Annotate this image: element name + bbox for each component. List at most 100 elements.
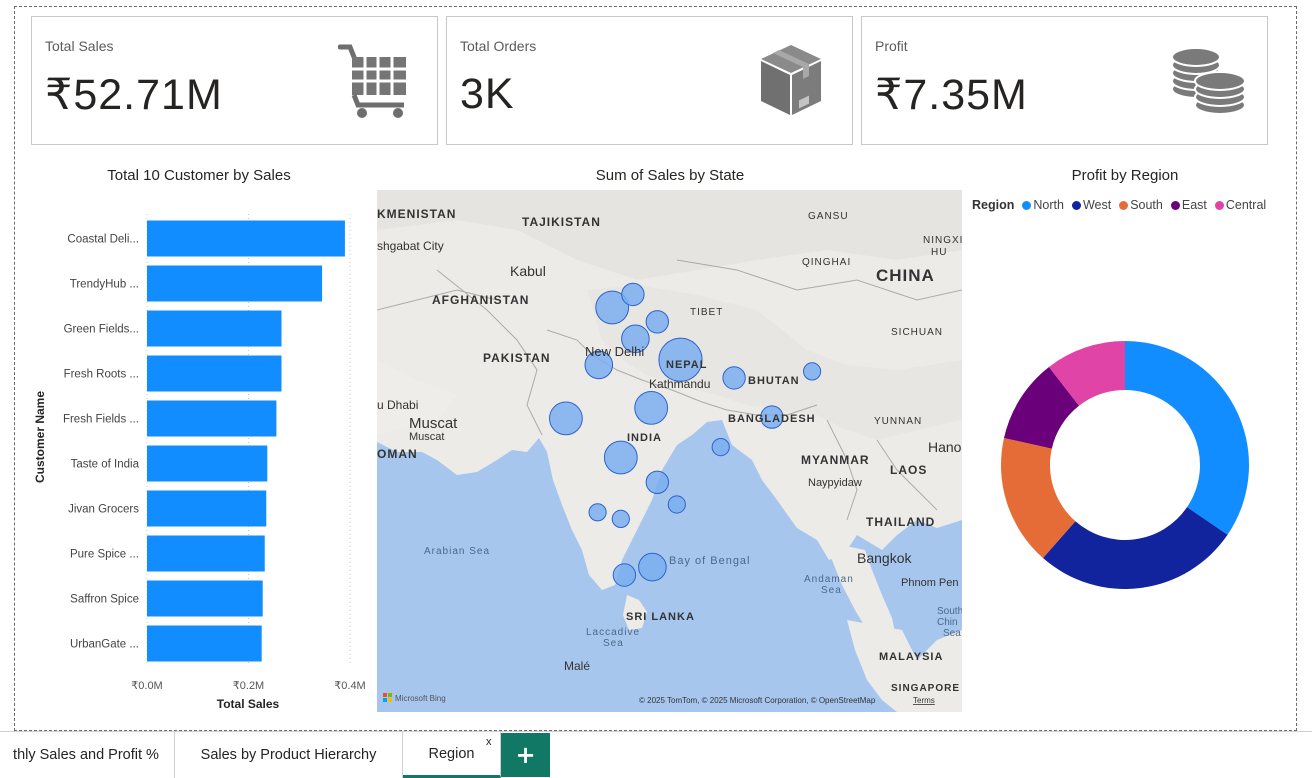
shopping-cart-icon [338,44,406,118]
donut-legend: Region North West South East Central [972,198,1270,212]
bar[interactable] [147,265,323,302]
kpi-label: Profit [875,38,908,54]
map-bubble[interactable] [803,362,822,381]
legend-item-north[interactable]: North [1022,198,1064,212]
add-page-button[interactable]: + [501,733,550,777]
donut-slice-north[interactable] [1125,341,1249,535]
map-bubble[interactable] [584,350,614,380]
map-label: TIBET [690,307,723,318]
map-label: HU [931,247,947,258]
bar[interactable] [147,220,345,257]
map-label: KMENISTAN [377,207,456,221]
map-label: Sea [943,628,961,639]
coins-stack-icon [1171,47,1246,115]
map-label: Hano [928,439,962,455]
bar[interactable] [147,625,262,662]
map-label: AFGHANISTAN [432,293,529,307]
map-label: Naypyidaw [808,477,862,489]
donut-slice-central[interactable] [1048,341,1125,406]
map-bubble[interactable] [711,438,730,457]
map-label: Chin [937,617,958,628]
map-label: TAJIKISTAN [522,215,601,229]
map-label: MALAYSIA [879,651,943,663]
map-label: QINGHAI [802,257,851,268]
map-terms-link[interactable]: Terms [913,696,935,705]
legend-item-west[interactable]: West [1071,198,1111,212]
legend-item-east[interactable]: East [1170,198,1207,212]
bar-category-label: Fresh Fields ... [63,414,139,426]
map-label: THAILAND [866,515,935,529]
map-label: BANGLADESH [728,413,816,425]
map-label: Bangkok [857,550,912,566]
map-bubble[interactable] [595,290,630,325]
report-canvas [14,6,1297,731]
bar[interactable] [147,355,282,392]
map-bubble[interactable] [667,495,686,514]
kpi-label: Total Sales [45,38,114,54]
map-label: MYANMAR [801,453,870,467]
kpi-card-profit[interactable]: Profit ₹7.35M [861,16,1268,145]
sales-map[interactable]: KMENISTAN TAJIKISTAN shgabat City Kabul … [377,190,962,712]
map-label: Arabian Sea [424,546,490,557]
legend-item-south[interactable]: South [1119,198,1163,212]
bar-category-label: Fresh Roots ... [64,369,139,381]
map-label: GANSU [808,211,849,222]
bar-category-label: Saffron Spice [70,594,139,606]
bar-category-label: Taste of India [71,459,140,471]
map-label: LAOS [890,463,927,477]
map-bubble[interactable] [588,503,607,522]
map-bubble[interactable] [549,401,583,436]
kpi-value: 3K [460,70,515,118]
map-bubble[interactable] [634,391,669,425]
map-label: South [937,606,962,617]
map-label: YUNNAN [874,416,922,427]
map-label: u Dhabi [377,398,418,412]
map-bubble[interactable] [658,337,703,382]
kpi-card-total-orders[interactable]: Total Orders 3K [446,16,853,145]
map-label: Kathmandu [649,377,710,391]
donut-slice-west[interactable] [1042,507,1228,589]
kpi-value: ₹52.71M [45,71,223,119]
map-bubble[interactable] [611,509,630,528]
donut-slice-south[interactable] [1001,437,1076,559]
map-label: Muscat [409,431,444,443]
close-tab-icon[interactable]: x [486,736,492,748]
map-bubble[interactable] [603,440,638,475]
legend-item-central[interactable]: Central [1214,198,1266,212]
bar[interactable] [147,490,267,527]
kpi-card-total-sales[interactable]: Total Sales ₹52.71M [31,16,438,145]
bar-category-label: TrendyHub ... [70,279,139,291]
map-label: Sea [603,638,624,649]
bar-category-label: Pure Spice ... [70,549,139,561]
map-bubble[interactable] [612,563,637,587]
map-label: Sea [821,585,842,596]
bar-x-tick-label: ₹0.2M [233,680,264,692]
map-label: Bay of Bengal [669,555,751,567]
bar[interactable] [147,445,268,482]
bar-category-label: UrbanGate ... [70,639,139,651]
donut-chart [1001,341,1249,589]
tab-sales-by-product-hierarchy[interactable]: Sales by Product Hierarchy [175,732,403,778]
donut-title: Profit by Region [1071,167,1179,184]
bar[interactable] [147,535,265,572]
map-bubbles[interactable] [549,282,822,587]
tab-monthly-sales-profit[interactable]: thly Sales and Profit % [0,732,175,778]
map-bubble[interactable] [645,310,669,334]
map-bubble[interactable] [722,366,746,390]
map-bubble[interactable] [621,282,645,307]
map-label: Phnom Pen [901,577,958,589]
bar[interactable] [147,310,282,347]
donut-slice-east[interactable] [1003,367,1080,449]
map-label: BHUTAN [748,375,800,387]
bar-chart-x-axis-label: Total Sales [216,697,280,711]
bar[interactable] [147,580,263,617]
map-label: Muscat [409,415,458,432]
map-label: SICHUAN [891,327,943,338]
kpi-label: Total Orders [460,38,537,54]
map-bubble[interactable] [638,552,667,582]
map-bubble[interactable] [760,405,784,429]
map-bubble[interactable] [621,324,650,354]
bar[interactable] [147,400,277,437]
map-label: New Delhi [585,344,644,359]
map-bubble[interactable] [645,470,669,494]
